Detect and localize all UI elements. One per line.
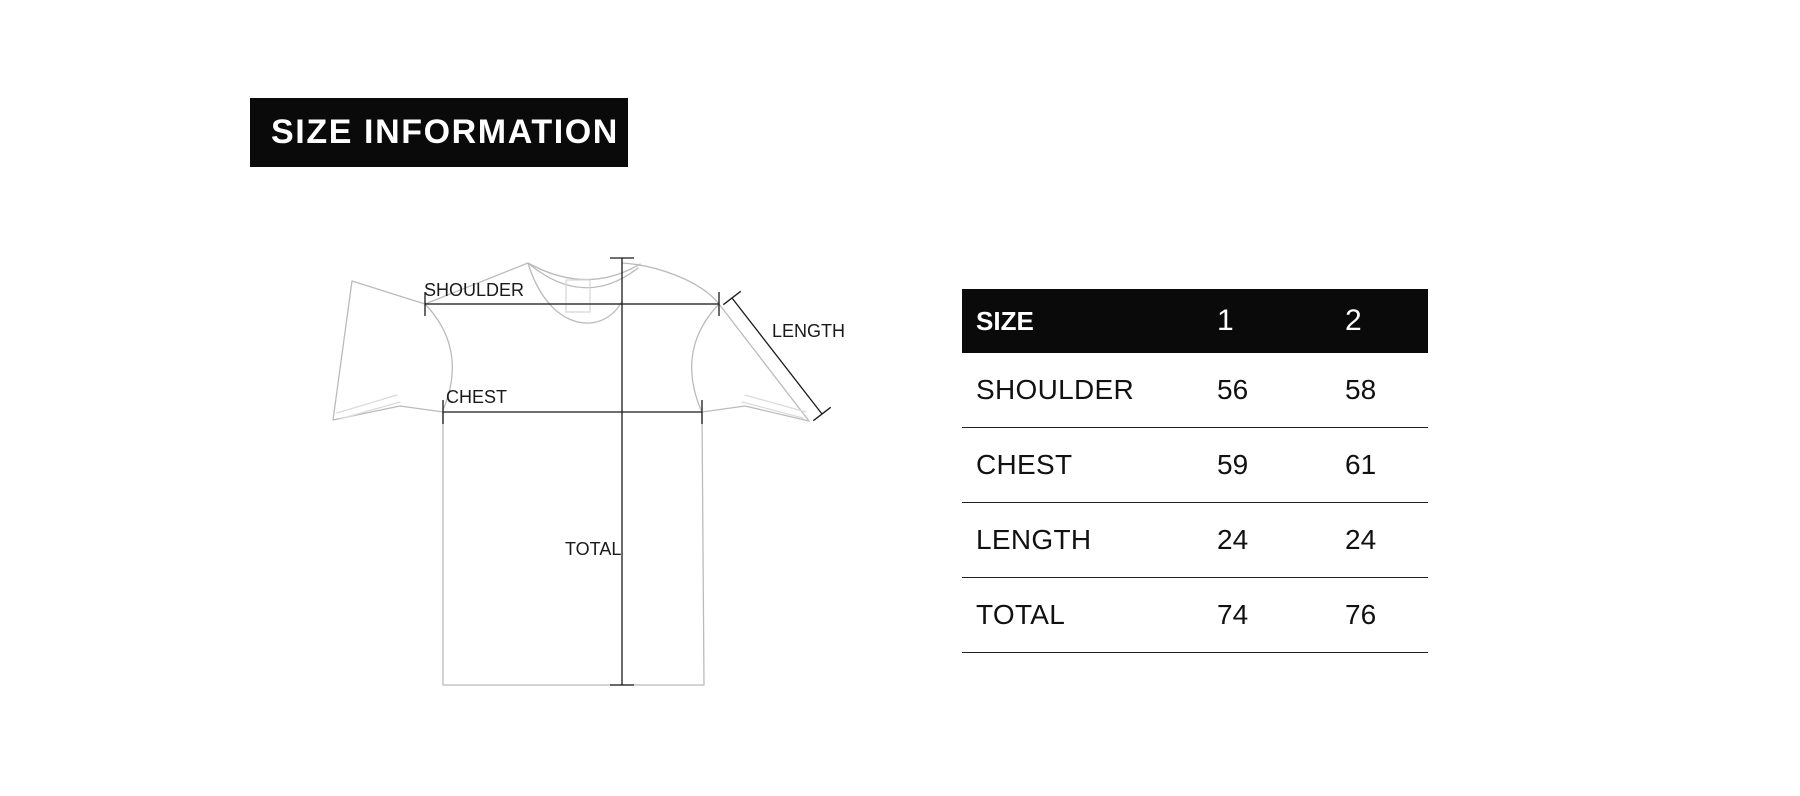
svg-text:LENGTH: LENGTH	[772, 321, 845, 341]
svg-text:TOTAL: TOTAL	[565, 539, 621, 559]
svg-text:SHOULDER: SHOULDER	[424, 280, 524, 300]
svg-text:CHEST: CHEST	[446, 387, 507, 407]
